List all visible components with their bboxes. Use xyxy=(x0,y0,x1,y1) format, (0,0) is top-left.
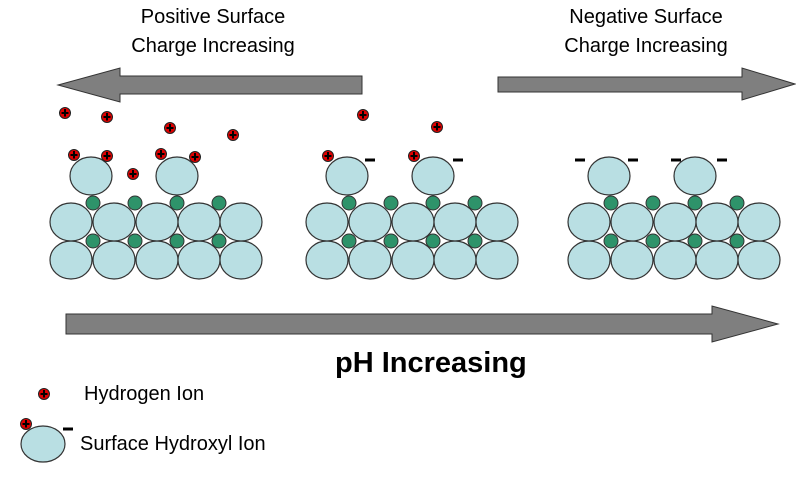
oxygen-ion xyxy=(92,202,136,242)
positive-label-line2: Charge Increasing xyxy=(131,35,295,57)
metal-ion xyxy=(169,195,185,211)
oxygen-ion xyxy=(475,240,519,280)
arrow-left-positive xyxy=(56,67,363,103)
oxygen-ion xyxy=(653,240,697,280)
oxygen-ion xyxy=(567,240,611,280)
metal-ion xyxy=(383,233,399,249)
oxygen-ion xyxy=(92,240,136,280)
metal-ion xyxy=(211,233,227,249)
metal-ion xyxy=(169,233,185,249)
oxygen-ion xyxy=(567,202,611,242)
oxygen-ion xyxy=(177,240,221,280)
oxygen-ion xyxy=(69,156,113,196)
oxygen-ion xyxy=(135,202,179,242)
minus-sign-icon xyxy=(453,158,463,162)
legend-hydroxyl-ion xyxy=(20,425,66,463)
legend-hydroxyl-label: Surface Hydroxyl Ion xyxy=(80,433,266,455)
positive-charge-label: Positive Surface Charge Increasing xyxy=(113,3,313,61)
metal-ion xyxy=(341,233,357,249)
legend-hydrogen-label: Hydrogen Ion xyxy=(84,383,205,405)
negative-charge-label: Negative Surface Charge Increasing xyxy=(546,3,746,61)
metal-ion xyxy=(425,233,441,249)
plus-sign-icon xyxy=(359,111,367,119)
minus-sign-icon xyxy=(671,158,681,162)
oxygen-ion xyxy=(737,240,781,280)
oxygen-ion xyxy=(433,202,477,242)
oxygen-ion xyxy=(348,202,392,242)
oxygen-ion xyxy=(177,202,221,242)
metal-ion xyxy=(687,195,703,211)
oxygen-ion xyxy=(587,156,631,196)
metal-ion xyxy=(127,233,143,249)
plus-sign-icon xyxy=(70,151,78,159)
oxygen-ion xyxy=(391,240,435,280)
oxygen-ion xyxy=(348,240,392,280)
minus-sign-icon xyxy=(575,158,585,162)
minus-sign-icon xyxy=(63,427,73,431)
oxygen-ion xyxy=(305,202,349,242)
arrow-right-negative xyxy=(497,67,796,101)
oxygen-ion xyxy=(305,240,349,280)
metal-ion xyxy=(383,195,399,211)
minus-sign-icon xyxy=(717,158,727,162)
plus-sign-icon xyxy=(40,390,48,398)
plus-sign-icon xyxy=(103,152,111,160)
plus-sign-icon xyxy=(410,152,418,160)
plus-sign-icon xyxy=(166,124,174,132)
metal-ion xyxy=(645,233,661,249)
ph-increasing-label: pH Increasing xyxy=(335,347,527,379)
positive-label-line1: Positive Surface xyxy=(140,6,286,28)
oxygen-ion xyxy=(135,240,179,280)
metal-ion xyxy=(85,233,101,249)
plus-sign-icon xyxy=(129,170,137,178)
oxygen-ion xyxy=(610,240,654,280)
metal-ion xyxy=(729,195,745,211)
metal-ion xyxy=(603,195,619,211)
oxygen-ion xyxy=(49,240,93,280)
oxygen-ion xyxy=(610,202,654,242)
negative-label-line1: Negative Surface xyxy=(569,6,723,28)
metal-ion xyxy=(85,195,101,211)
plus-sign-icon xyxy=(191,153,199,161)
plus-sign-icon xyxy=(103,113,111,121)
oxygen-ion xyxy=(155,156,199,196)
plus-sign-icon xyxy=(157,150,165,158)
oxygen-ion xyxy=(219,240,263,280)
metal-ion xyxy=(603,233,619,249)
oxygen-ion xyxy=(325,156,369,196)
metal-ion xyxy=(467,233,483,249)
plus-sign-icon xyxy=(61,109,69,117)
oxygen-ion xyxy=(673,156,717,196)
oxygen-ion xyxy=(695,240,739,280)
plus-sign-icon xyxy=(433,123,441,131)
metal-ion xyxy=(211,195,227,211)
oxygen-ion xyxy=(737,202,781,242)
minus-sign-icon xyxy=(628,158,638,162)
metal-ion xyxy=(425,195,441,211)
negative-label-line2: Charge Increasing xyxy=(564,35,728,57)
metal-ion xyxy=(127,195,143,211)
plus-sign-icon xyxy=(22,420,30,428)
minus-sign-icon xyxy=(365,158,375,162)
oxygen-ion xyxy=(475,202,519,242)
metal-ion xyxy=(467,195,483,211)
metal-ion xyxy=(729,233,745,249)
oxygen-ion xyxy=(219,202,263,242)
metal-ion xyxy=(687,233,703,249)
oxygen-ion xyxy=(695,202,739,242)
metal-ion xyxy=(341,195,357,211)
oxygen-ion xyxy=(433,240,477,280)
metal-ion xyxy=(645,195,661,211)
oxygen-ion xyxy=(391,202,435,242)
arrow-ph-increasing xyxy=(65,305,780,343)
oxygen-ion xyxy=(49,202,93,242)
plus-sign-icon xyxy=(324,152,332,160)
oxygen-ion xyxy=(411,156,455,196)
plus-sign-icon xyxy=(229,131,237,139)
oxygen-ion xyxy=(653,202,697,242)
